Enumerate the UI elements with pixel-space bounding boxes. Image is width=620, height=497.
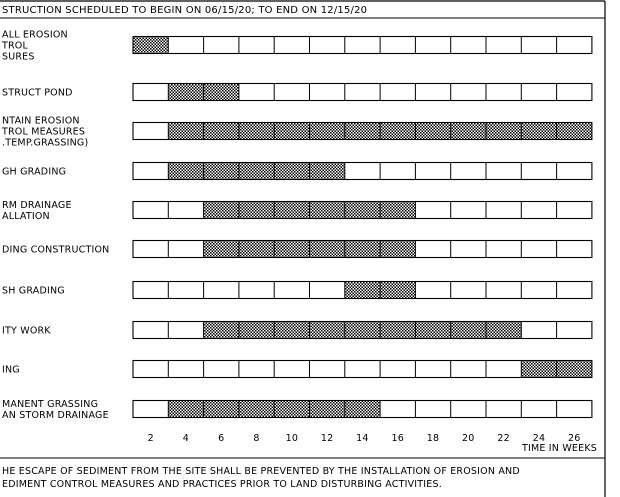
task-bar-outline xyxy=(132,35,593,55)
task-label: DING CONSTRUCTION xyxy=(2,245,109,256)
week-tick-label: 20 xyxy=(462,433,475,444)
week-tick-label: 6 xyxy=(218,433,224,444)
week-tick-label: 26 xyxy=(568,433,581,444)
week-tick-label: 12 xyxy=(321,433,334,444)
schedule-header: STRUCTION SCHEDULED TO BEGIN ON 06/15/20… xyxy=(2,5,367,16)
task-label: .TEMP.GRASSING) xyxy=(2,138,88,149)
task-bar-outline xyxy=(132,359,593,379)
task-label: NTAIN EROSION xyxy=(2,116,80,127)
week-tick-label: 10 xyxy=(286,433,299,444)
task-label: STRUCT POND xyxy=(2,88,73,99)
task-row: ITY WORK xyxy=(2,320,593,340)
week-tick-label: 8 xyxy=(253,433,259,444)
axis-label: TIME IN WEEKS xyxy=(521,443,597,454)
task-active-span xyxy=(203,321,522,339)
week-axis: 2 4 6 8 10 12 14 16 18 20 22 24 26 xyxy=(148,433,581,444)
week-tick-label: 14 xyxy=(356,433,369,444)
task-label: ING xyxy=(2,365,20,376)
task-label: RM DRAINAGE xyxy=(2,200,72,211)
task-label: TROL MEASURES xyxy=(1,127,85,138)
task-row: STRUCT POND xyxy=(2,82,593,102)
task-row: ING xyxy=(2,359,593,379)
task-bar-outline xyxy=(132,320,593,340)
task-bar-outline xyxy=(132,200,593,220)
task-row: SH GRADING xyxy=(2,280,593,300)
task-label: ALL EROSION xyxy=(2,30,68,41)
task-label: GH GRADING xyxy=(2,167,66,178)
task-bar-outline xyxy=(132,280,593,300)
week-tick-label: 2 xyxy=(148,433,154,444)
task-active-span xyxy=(168,162,345,180)
footer-line-2: EDIMENT CONTROL MEASURES AND PRACTICES P… xyxy=(2,479,442,490)
week-tick-label: 18 xyxy=(427,433,440,444)
week-tick-label: 22 xyxy=(497,433,510,444)
task-bar-outline xyxy=(132,121,593,141)
task-label: SURES xyxy=(2,52,35,63)
task-bar-outline xyxy=(132,82,593,102)
task-label: SH GRADING xyxy=(2,286,65,297)
week-tick-label: 16 xyxy=(392,433,405,444)
task-label: AN STORM DRAINAGE xyxy=(2,410,109,421)
week-tick-label: 24 xyxy=(533,433,546,444)
task-row: GH GRADING xyxy=(2,161,593,181)
task-label: ITY WORK xyxy=(2,326,51,337)
week-tick-label: 4 xyxy=(183,433,189,444)
footer-line-1: HE ESCAPE OF SEDIMENT FROM THE SITE SHAL… xyxy=(2,466,520,477)
task-bar-outline xyxy=(132,239,593,259)
task-label: ALLATION xyxy=(2,211,50,222)
task-label: MANENT GRASSING xyxy=(2,399,98,410)
task-label: TROL xyxy=(1,41,28,52)
task-bar-outline xyxy=(132,399,593,419)
task-row: DING CONSTRUCTION xyxy=(2,239,593,259)
task-active-span xyxy=(133,36,169,54)
task-bar-outline xyxy=(132,161,593,181)
